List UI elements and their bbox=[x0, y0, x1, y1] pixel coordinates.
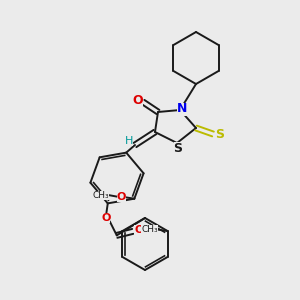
Text: O: O bbox=[133, 94, 143, 107]
Text: O: O bbox=[101, 213, 110, 224]
Text: CH₃: CH₃ bbox=[141, 224, 158, 233]
Text: O: O bbox=[134, 225, 143, 236]
Text: S: S bbox=[173, 142, 182, 154]
Text: S: S bbox=[215, 128, 224, 140]
Text: N: N bbox=[177, 103, 187, 116]
Text: H: H bbox=[125, 136, 133, 146]
Text: O: O bbox=[117, 192, 126, 202]
Text: CH₃: CH₃ bbox=[92, 191, 109, 200]
